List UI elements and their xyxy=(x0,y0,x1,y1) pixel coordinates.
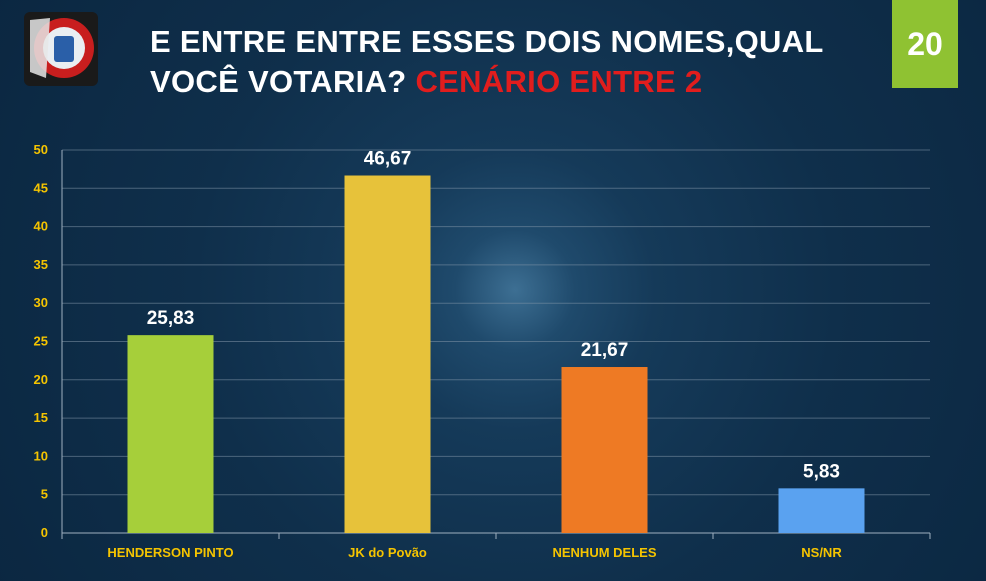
bar xyxy=(778,488,865,533)
page-number-badge: 20 xyxy=(892,0,958,88)
y-tick-label: 0 xyxy=(41,525,48,540)
data-label: 46,67 xyxy=(364,149,412,170)
data-label: 25,83 xyxy=(147,308,195,329)
bar xyxy=(344,175,431,533)
y-tick-label: 20 xyxy=(34,372,48,387)
page-title: E ENTRE ENTRE ESSES DOIS NOMES,QUAL VOCÊ… xyxy=(150,22,850,102)
logo xyxy=(24,12,98,86)
data-label: 21,67 xyxy=(581,340,629,361)
title-scenario: CENÁRIO ENTRE 2 xyxy=(415,64,703,99)
x-category-label: NENHUM DELES xyxy=(552,545,656,560)
x-category-label: JK do Povão xyxy=(348,545,427,560)
logo-center-mark xyxy=(54,36,74,62)
y-tick-label: 25 xyxy=(34,334,48,349)
data-label: 5,83 xyxy=(803,461,840,482)
x-category-label: HENDERSON PINTO xyxy=(107,545,233,560)
y-tick-label: 35 xyxy=(34,257,48,272)
logo-emblem-icon xyxy=(30,18,94,78)
y-tick-label: 50 xyxy=(34,142,48,157)
logo-page-curl xyxy=(30,18,50,78)
title-question: VOCÊ VOTARIA? xyxy=(150,64,407,99)
title-line-2: VOCÊ VOTARIA? CENÁRIO ENTRE 2 xyxy=(150,62,850,102)
bar xyxy=(561,367,648,533)
title-line-1: E ENTRE ENTRE ESSES DOIS NOMES,QUAL xyxy=(150,24,824,59)
y-tick-label: 5 xyxy=(41,487,48,502)
x-category-label: NS/NR xyxy=(801,545,842,560)
y-tick-label: 45 xyxy=(34,180,48,195)
bar xyxy=(127,335,214,533)
y-tick-label: 40 xyxy=(34,219,48,234)
y-tick-label: 10 xyxy=(34,448,48,463)
y-tick-label: 30 xyxy=(34,295,48,310)
page-number: 20 xyxy=(907,25,943,62)
y-tick-label: 15 xyxy=(34,410,48,425)
